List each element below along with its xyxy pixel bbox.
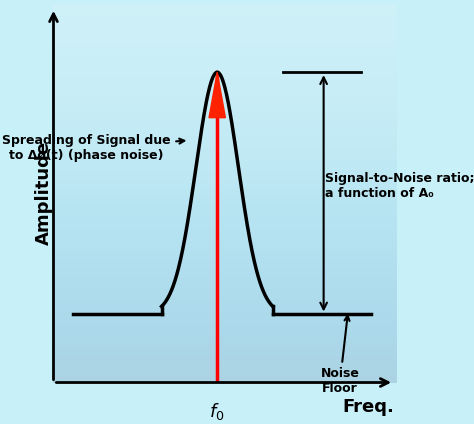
Text: Amplitude: Amplitude [35, 141, 53, 245]
Text: $f_0$: $f_0$ [210, 402, 225, 422]
Text: Spreading of Signal due
to Δø(t) (phase noise): Spreading of Signal due to Δø(t) (phase … [2, 134, 184, 162]
Text: Freq.: Freq. [342, 398, 394, 416]
Polygon shape [209, 72, 226, 118]
Text: Noise
Floor: Noise Floor [320, 316, 359, 395]
Text: Signal-to-Noise ratio;
a function of A₀: Signal-to-Noise ratio; a function of A₀ [325, 172, 474, 200]
